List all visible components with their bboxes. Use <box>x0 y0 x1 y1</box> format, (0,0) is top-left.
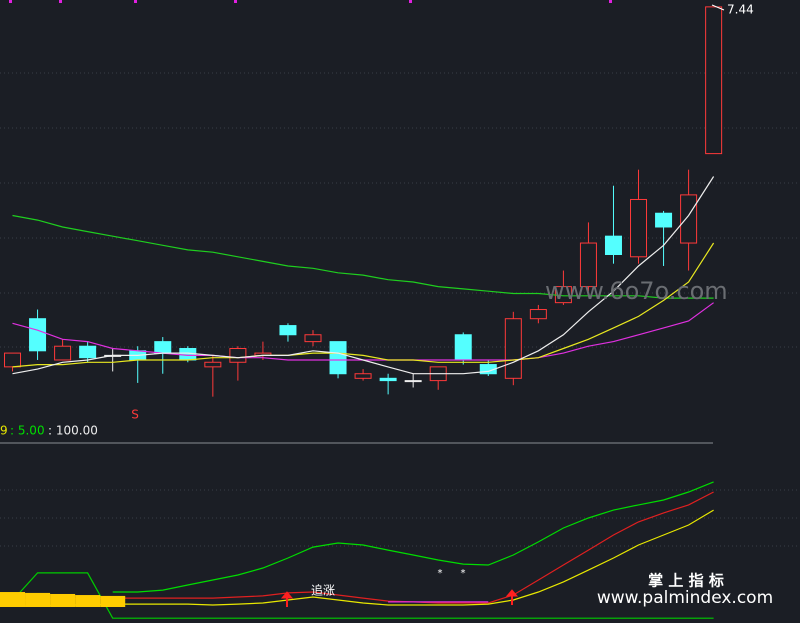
candle-body <box>604 235 622 256</box>
candle-body <box>705 6 723 155</box>
candle-body <box>379 377 397 382</box>
line-series <box>12 572 714 619</box>
line-series <box>12 491 714 604</box>
legend-text: 9 <box>0 424 8 438</box>
candle-body <box>529 309 547 320</box>
line-series <box>12 509 714 607</box>
watermark: www.6o7o.com <box>545 277 728 305</box>
signal-label: 追涨 <box>311 583 335 598</box>
candle-body <box>404 380 422 383</box>
candle-body <box>4 352 22 368</box>
candle-body <box>655 212 673 228</box>
candle-body <box>29 318 47 352</box>
bar <box>75 595 101 607</box>
candle-body <box>304 334 322 343</box>
max-label: 7.44 <box>727 3 754 17</box>
bar <box>0 592 26 607</box>
candle-body <box>329 341 347 375</box>
candle-body <box>630 198 648 258</box>
candle-body <box>454 334 472 361</box>
candle-body <box>154 341 172 354</box>
watermark: 掌 上 指 标 <box>648 572 724 590</box>
signal-star: * <box>461 568 466 579</box>
legend-text: : 100.00 <box>48 424 98 438</box>
grid <box>0 72 800 547</box>
max-pointer <box>711 4 725 11</box>
legend-text: : 5.00 <box>10 424 45 438</box>
candle-body <box>479 364 497 375</box>
candle-body <box>229 348 247 363</box>
watermark: www.palmindex.com <box>597 588 773 608</box>
plot-layer <box>0 6 723 619</box>
bar <box>50 593 76 607</box>
candle-body <box>54 345 72 361</box>
candle-body <box>79 345 97 359</box>
line-series <box>12 176 715 375</box>
signal-star: * <box>438 568 443 579</box>
signal-label: S <box>131 408 139 422</box>
candle-body <box>579 242 597 288</box>
bar <box>25 592 51 607</box>
bar <box>100 595 126 607</box>
line-series <box>112 481 714 593</box>
signal-arrows <box>280 589 519 607</box>
candle-body <box>354 373 372 379</box>
candle-body <box>504 318 522 379</box>
candle-body <box>680 194 698 244</box>
candle-body <box>204 361 222 368</box>
line-series <box>12 242 715 368</box>
top-markers <box>9 0 612 3</box>
line-series <box>12 214 714 299</box>
candle-body <box>179 348 197 361</box>
candle-body <box>279 325 297 336</box>
